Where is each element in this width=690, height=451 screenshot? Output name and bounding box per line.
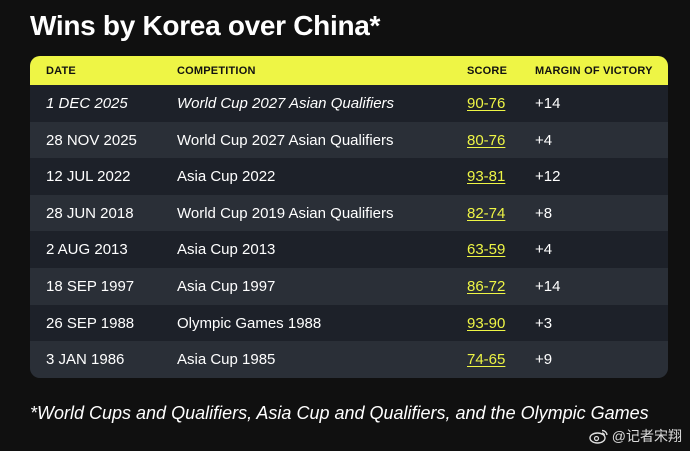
row-date: 2 AUG 2013: [46, 241, 128, 259]
row-margin: +8: [535, 204, 553, 222]
table-header: DATE COMPETITION SCORE MARGIN OF VICTORY: [30, 56, 668, 85]
table-row: 26 SEP 1988 Olympic Games 1988 93-90 +3: [30, 305, 668, 342]
row-date: 26 SEP 1988: [46, 314, 135, 332]
row-margin: +3: [535, 314, 553, 332]
table-row: 3 JAN 1986 Asia Cup 1985 74-65 +9: [30, 341, 668, 378]
row-date: 28 JUN 2018: [46, 204, 134, 222]
watermark: @记者宋翔: [589, 426, 682, 446]
row-score-link[interactable]: 74-65: [467, 351, 506, 369]
table-row: 12 JUL 2022 Asia Cup 2022 93-81 +12: [30, 158, 668, 195]
row-date: 1 DEC 2025: [46, 95, 128, 112]
results-table: DATE COMPETITION SCORE MARGIN OF VICTORY…: [30, 56, 668, 378]
weibo-icon: [589, 428, 609, 444]
footnote: *World Cups and Qualifiers, Asia Cup and…: [30, 403, 649, 423]
table-row: 28 JUN 2018 World Cup 2019 Asian Qualifi…: [30, 194, 668, 232]
row-margin: +9: [535, 351, 553, 369]
row-competition: World Cup 2027 Asian Qualifiers: [177, 95, 395, 112]
header-competition: COMPETITION: [177, 65, 256, 77]
row-score-link[interactable]: 90-76: [467, 95, 506, 112]
row-score-link[interactable]: 93-90: [467, 314, 506, 332]
row-competition: Asia Cup 1997: [177, 277, 276, 295]
table-row: 28 NOV 2025 World Cup 2027 Asian Qualifi…: [30, 121, 668, 159]
row-date: 3 JAN 1986: [46, 351, 125, 369]
row-score-link[interactable]: 93-81: [467, 168, 506, 186]
row-competition: World Cup 2019 Asian Qualifiers: [177, 204, 394, 222]
header-margin: MARGIN OF VICTORY: [535, 65, 653, 77]
watermark-text: @记者宋翔: [611, 428, 682, 444]
row-competition: Olympic Games 1988: [177, 314, 322, 332]
header-score: SCORE: [467, 65, 508, 77]
row-competition: Asia Cup 2022: [177, 168, 276, 186]
row-competition: Asia Cup 1985: [177, 351, 276, 369]
table-row: 1 DEC 2025 World Cup 2027 Asian Qualifie…: [30, 85, 668, 122]
row-score-link[interactable]: 82-74: [467, 204, 506, 222]
row-margin: +12: [535, 168, 561, 186]
header-date: DATE: [46, 65, 76, 77]
row-margin: +4: [535, 241, 553, 259]
table-row: 2 AUG 2013 Asia Cup 2013 63-59 +4: [30, 231, 668, 268]
row-date: 12 JUL 2022: [46, 168, 131, 186]
row-date: 28 NOV 2025: [46, 131, 137, 149]
page-title: Wins by Korea over China*: [30, 10, 381, 41]
row-competition: Asia Cup 2013: [177, 241, 276, 259]
row-date: 18 SEP 1997: [46, 277, 135, 295]
row-margin: +14: [535, 277, 561, 295]
row-score-link[interactable]: 63-59: [467, 241, 506, 259]
row-score-link[interactable]: 86-72: [467, 277, 506, 295]
row-margin: +4: [535, 131, 553, 149]
row-competition: World Cup 2027 Asian Qualifiers: [177, 131, 394, 149]
row-score-link[interactable]: 80-76: [467, 131, 506, 149]
table-row: 18 SEP 1997 Asia Cup 1997 86-72 +14: [30, 267, 668, 305]
row-margin: +14: [535, 95, 561, 112]
